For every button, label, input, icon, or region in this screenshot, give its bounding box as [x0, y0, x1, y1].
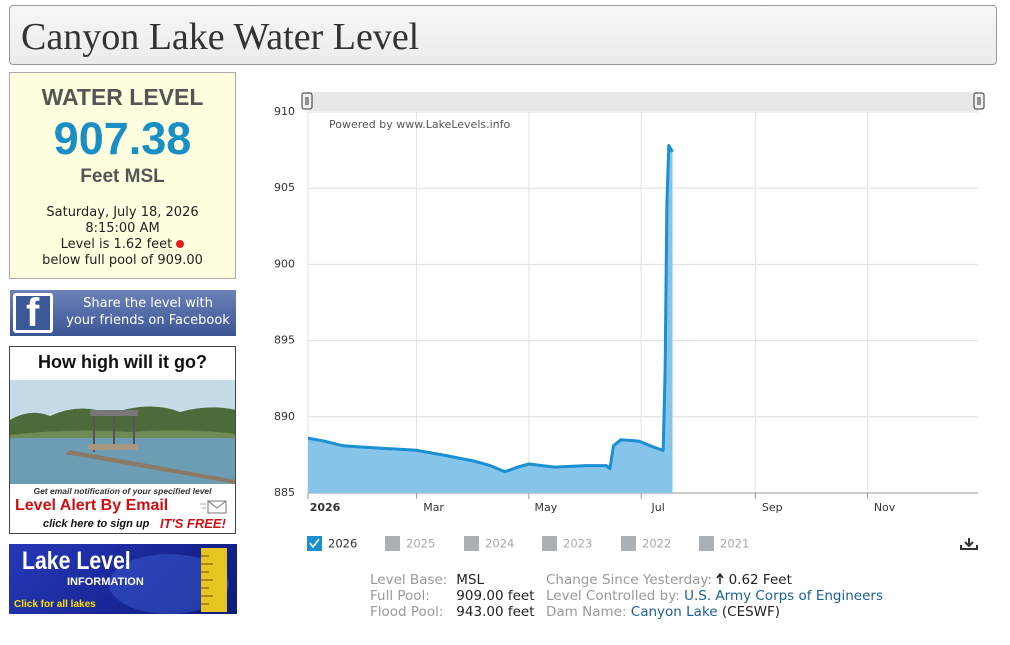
x-tick-label: 2026 — [310, 501, 341, 514]
detail-value: 943.00 feet — [456, 604, 535, 620]
facebook-banner[interactable]: f Share the level with your friends on F… — [10, 290, 236, 336]
legend-label: 2024 — [485, 537, 514, 551]
legend-checkbox — [385, 536, 400, 551]
banner-title: Lake Level — [22, 547, 131, 575]
detail-label: Level Controlled by: — [546, 588, 680, 604]
x-tick-label: Mar — [423, 501, 444, 514]
download-button[interactable] — [960, 538, 978, 550]
legend-label: 2021 — [720, 537, 749, 551]
detail-label: Full Pool: — [370, 588, 430, 604]
legend-check — [309, 538, 320, 549]
page-title: Canyon Lake Water Level — [21, 16, 420, 58]
lake-photo — [10, 380, 235, 484]
area-fill — [308, 145, 673, 493]
banner-subtitle: INFORMATION — [67, 576, 144, 588]
level-heading: WATER LEVEL — [41, 84, 204, 110]
series-line — [307, 144, 674, 474]
status-dot — [176, 240, 185, 248]
details-left: Level Base: MSL Full Pool: 909.00 feet F… — [370, 572, 540, 620]
detail-row: Level Base: MSL — [370, 572, 540, 588]
ad-title: How high will it go? — [38, 352, 207, 372]
banner-link: Click for all lakes — [14, 599, 96, 610]
legend-item[interactable]: 2024 — [464, 536, 514, 551]
alert-ad[interactable]: How high will it go? Get email notificat… — [9, 346, 236, 534]
level-status-row: Level is 1.62 feet — [10, 237, 235, 252]
y-tick-label: 900 — [274, 257, 295, 270]
plot: 885 890 895 900 905 910 2026 Mar May Jul Sep Nov Pow… — [274, 105, 978, 514]
facebook-line: your friends on Facebook — [66, 313, 230, 328]
legend-label: 2025 — [406, 537, 435, 551]
download-icon — [964, 538, 974, 548]
level-unit: Feet MSL — [80, 166, 165, 187]
ad-note: Get email notification of your specified… — [33, 486, 212, 496]
level-panel: WATER LEVEL 907.38 Feet MSL Saturday, Ju… — [9, 72, 236, 279]
detail-row: Change Since Yesterday: 0.62 Feet — [546, 572, 946, 588]
y-tick-label: 885 — [274, 486, 295, 499]
legend-checkbox — [464, 536, 479, 551]
header: Canyon Lake Water Level — [9, 5, 997, 65]
ad-cta: click here to sign up — [43, 518, 150, 530]
legend-checkbox — [542, 536, 557, 551]
legend-label: 2023 — [563, 537, 592, 551]
detail-value: MSL — [456, 572, 485, 588]
y-tick-label: 910 — [274, 105, 295, 118]
navigator-handle[interactable] — [973, 92, 985, 110]
navigator[interactable] — [307, 92, 978, 111]
level-status-detail: below full pool of 909.00 — [42, 253, 203, 268]
detail-label: Change Since Yesterday: — [546, 572, 712, 588]
details-right: Change Since Yesterday: 0.62 Feet Level … — [546, 572, 946, 620]
lake-banner[interactable]: Lake Level INFORMATION Click for all lak… — [9, 544, 237, 614]
facebook-icon: f — [13, 291, 53, 335]
mail-icon — [200, 500, 227, 514]
legend-item[interactable]: 2023 — [542, 536, 592, 551]
detail-value: (CESWF) — [721, 604, 781, 620]
detail-link[interactable]: Canyon Lake — [630, 604, 718, 620]
detail-row: Full Pool: 909.00 feet — [370, 588, 540, 604]
legend-checkbox — [621, 536, 636, 551]
up-arrow-icon — [716, 572, 728, 588]
x-tick-label: Nov — [874, 501, 896, 514]
legend-label: 2022 — [642, 537, 671, 551]
level-time: 8:15:00 AM — [85, 221, 160, 236]
detail-row: Level Controlled by: U.S. Army Corps of … — [546, 588, 946, 604]
ad-headline: Level Alert By Email — [15, 497, 169, 514]
legend-checkbox — [307, 536, 322, 551]
legend-item[interactable]: 2026 — [307, 536, 357, 551]
x-tick-label: Sep — [762, 501, 783, 514]
ad-badge: IT'S FREE! — [160, 516, 226, 531]
level-date: Saturday, July 18, 2026 — [46, 205, 199, 220]
y-tick-label: 895 — [274, 334, 295, 347]
legend-item[interactable]: 2022 — [621, 536, 671, 551]
detail-label: Flood Pool: — [370, 604, 444, 620]
x-tick-label: May — [535, 501, 558, 514]
detail-label: Level Base: — [370, 572, 448, 588]
y-tick-label: 890 — [274, 410, 295, 423]
legend-item[interactable]: 2021 — [699, 536, 749, 551]
legend-label: 2026 — [328, 537, 357, 551]
download-icon — [960, 545, 978, 550]
level-value: 907.38 — [53, 113, 192, 164]
y-tick-label: 905 — [274, 181, 295, 194]
detail-value: 0.62 Feet — [728, 572, 792, 588]
detail-label: Dam Name: — [546, 604, 627, 620]
detail-row: Dam Name: Canyon Lake (CESWF) — [546, 604, 946, 620]
navigator-handle[interactable] — [301, 92, 313, 110]
x-tick-label: Jul — [651, 501, 665, 514]
detail-value: 909.00 feet — [456, 588, 535, 604]
facebook-line: Share the level with — [83, 296, 213, 311]
legend-checkbox — [699, 536, 714, 551]
level-status: Level is 1.62 feet — [60, 237, 173, 252]
detail-link[interactable]: U.S. Army Corps of Engineers — [684, 588, 883, 604]
banner-art — [109, 548, 229, 614]
legend-item[interactable]: 2025 — [385, 536, 435, 551]
detail-row: Flood Pool: 943.00 feet — [370, 604, 540, 620]
chart-credit: Powered by www.LakeLevels.info — [329, 118, 511, 131]
